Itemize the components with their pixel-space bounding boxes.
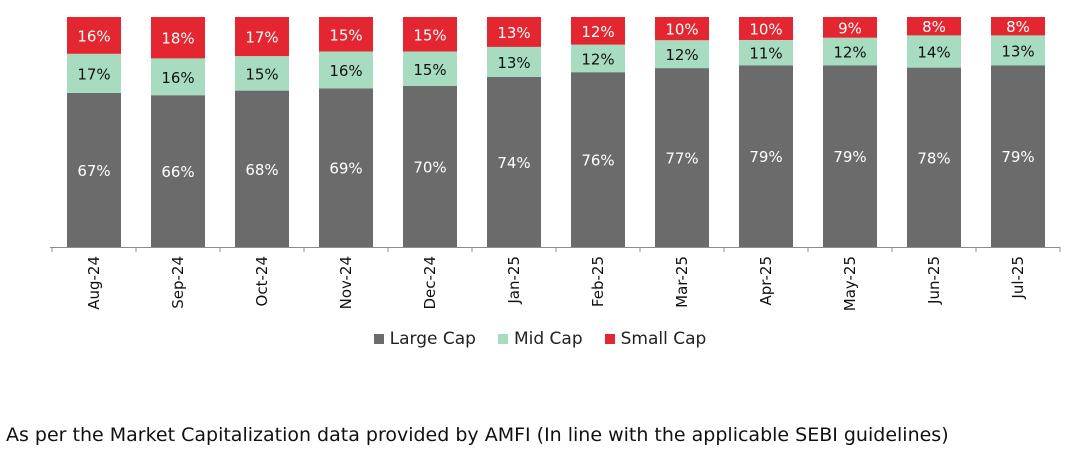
data-label-mid-cap: 15% <box>413 61 446 79</box>
data-label-small-cap: 8% <box>922 18 946 36</box>
bar-large-cap-apr-25 <box>739 65 793 247</box>
x-tick-label: Apr-25 <box>757 256 775 306</box>
data-label-large-cap: 79% <box>749 148 782 166</box>
x-tick-label: May-25 <box>841 256 859 311</box>
legend-label-small-cap: Small Cap <box>620 329 707 349</box>
bar-mid-cap-jun-25 <box>907 35 961 68</box>
bar-small-cap-may-25 <box>823 17 877 38</box>
bar-large-cap-jun-25 <box>907 67 961 247</box>
data-label-large-cap: 78% <box>917 149 950 167</box>
data-label-mid-cap: 11% <box>749 45 782 63</box>
data-label-large-cap: 66% <box>161 163 194 181</box>
bar-mid-cap-may-25 <box>823 37 877 66</box>
bar-large-cap-sep-24 <box>151 95 205 247</box>
data-label-small-cap: 9% <box>838 19 862 37</box>
bar-large-cap-feb-25 <box>571 72 625 247</box>
bar-mid-cap-feb-25 <box>571 44 625 73</box>
legend-label-large-cap: Large Cap <box>389 329 476 349</box>
data-label-small-cap: 16% <box>77 27 110 45</box>
bar-small-cap-jan-25 <box>487 17 541 47</box>
data-label-small-cap: 17% <box>245 29 278 47</box>
x-tick-label: Sep-24 <box>169 256 187 309</box>
data-label-large-cap: 79% <box>1001 148 1034 166</box>
data-label-small-cap: 18% <box>161 30 194 48</box>
legend-item-mid-cap: Mid Cap <box>497 329 583 349</box>
data-label-large-cap: 79% <box>833 148 866 166</box>
bar-large-cap-jan-25 <box>487 76 541 247</box>
data-label-large-cap: 68% <box>245 161 278 179</box>
data-label-mid-cap: 14% <box>917 44 950 62</box>
bar-mid-cap-jan-25 <box>487 46 541 77</box>
legend-swatch-mid-cap <box>497 334 508 344</box>
data-label-small-cap: 13% <box>497 24 530 42</box>
bar-large-cap-nov-24 <box>319 88 373 247</box>
x-tick-label: Oct-24 <box>253 256 271 306</box>
data-label-mid-cap: 12% <box>833 44 866 62</box>
x-tick-label: Nov-24 <box>337 256 355 309</box>
data-label-mid-cap: 16% <box>161 69 194 87</box>
legend: Large Cap Mid Cap Small Cap <box>0 329 1080 349</box>
legend-item-small-cap: Small Cap <box>604 329 707 349</box>
bar-small-cap-mar-25 <box>655 17 709 41</box>
data-label-small-cap: 10% <box>749 21 782 39</box>
footnote: As per the Market Capitalization data pr… <box>6 424 949 446</box>
data-label-mid-cap: 12% <box>581 50 614 68</box>
data-label-large-cap: 67% <box>77 162 110 180</box>
bar-large-cap-oct-24 <box>235 90 289 247</box>
x-tick-label: Mar-25 <box>673 256 691 308</box>
data-label-large-cap: 77% <box>665 150 698 168</box>
legend-label-mid-cap: Mid Cap <box>513 329 583 349</box>
x-axis: Aug-24 Sep-24 Oct-24 Nov-24 Dec-24 Jan-25 Feb-… <box>50 247 1061 311</box>
bar-small-cap-sep-24 <box>151 17 205 59</box>
x-tick-label: Jan-25 <box>505 256 523 305</box>
bar-mid-cap-aug-24 <box>67 53 121 93</box>
bar-large-cap-dec-24 <box>403 86 457 247</box>
data-label-mid-cap: 13% <box>497 54 530 72</box>
legend-item-large-cap: Large Cap <box>373 329 476 349</box>
x-tick-label: Jul-25 <box>1009 256 1027 300</box>
data-label-mid-cap: 12% <box>665 46 698 64</box>
data-label-small-cap: 8% <box>1006 18 1030 36</box>
stacked-bar-chart: 67% 17% 16% 66% 16% 18% 68% 15% 17% 69% 16% 15% 70% 1… <box>50 17 1061 311</box>
bar-small-cap-oct-24 <box>235 17 289 57</box>
bar-small-cap-jun-25 <box>907 17 961 36</box>
bars-group: 67% 17% 16% 66% 16% 18% 68% 15% 17% 69% 16% 15% 70% 1… <box>67 17 1045 248</box>
data-label-large-cap: 70% <box>413 159 446 177</box>
data-label-small-cap: 15% <box>329 26 362 44</box>
data-label-mid-cap: 15% <box>245 65 278 83</box>
bar-mid-cap-mar-25 <box>655 40 709 69</box>
bar-small-cap-apr-25 <box>739 17 793 40</box>
legend-swatch-large-cap <box>373 334 384 344</box>
x-tick-label: Feb-25 <box>589 256 607 307</box>
bar-mid-cap-sep-24 <box>151 58 205 96</box>
x-tick-label: Jun-25 <box>925 256 943 305</box>
data-label-small-cap: 12% <box>581 23 614 41</box>
bar-small-cap-nov-24 <box>319 17 373 52</box>
data-label-large-cap: 69% <box>329 160 362 178</box>
bar-mid-cap-apr-25 <box>739 40 793 66</box>
bar-mid-cap-jul-25 <box>991 35 1045 66</box>
legend-swatch-small-cap <box>604 334 615 344</box>
bar-large-cap-jul-25 <box>991 65 1045 247</box>
bar-large-cap-aug-24 <box>67 92 121 248</box>
bar-small-cap-jul-25 <box>991 17 1045 36</box>
data-label-small-cap: 15% <box>413 26 446 44</box>
bar-small-cap-aug-24 <box>67 17 121 54</box>
data-label-large-cap: 76% <box>581 152 614 170</box>
bar-small-cap-dec-24 <box>403 17 457 52</box>
bar-large-cap-mar-25 <box>655 68 709 247</box>
bar-large-cap-may-25 <box>823 65 877 247</box>
bar-small-cap-feb-25 <box>571 17 625 45</box>
bar-mid-cap-oct-24 <box>235 56 289 91</box>
data-label-large-cap: 74% <box>497 154 530 172</box>
data-label-mid-cap: 17% <box>77 65 110 83</box>
data-label-mid-cap: 13% <box>1001 42 1034 60</box>
bar-mid-cap-nov-24 <box>319 51 373 89</box>
data-label-mid-cap: 16% <box>329 62 362 80</box>
bar-mid-cap-dec-24 <box>403 51 457 86</box>
data-label-small-cap: 10% <box>665 21 698 39</box>
x-tick-label: Dec-24 <box>421 256 439 310</box>
x-tick-label: Aug-24 <box>85 256 103 310</box>
